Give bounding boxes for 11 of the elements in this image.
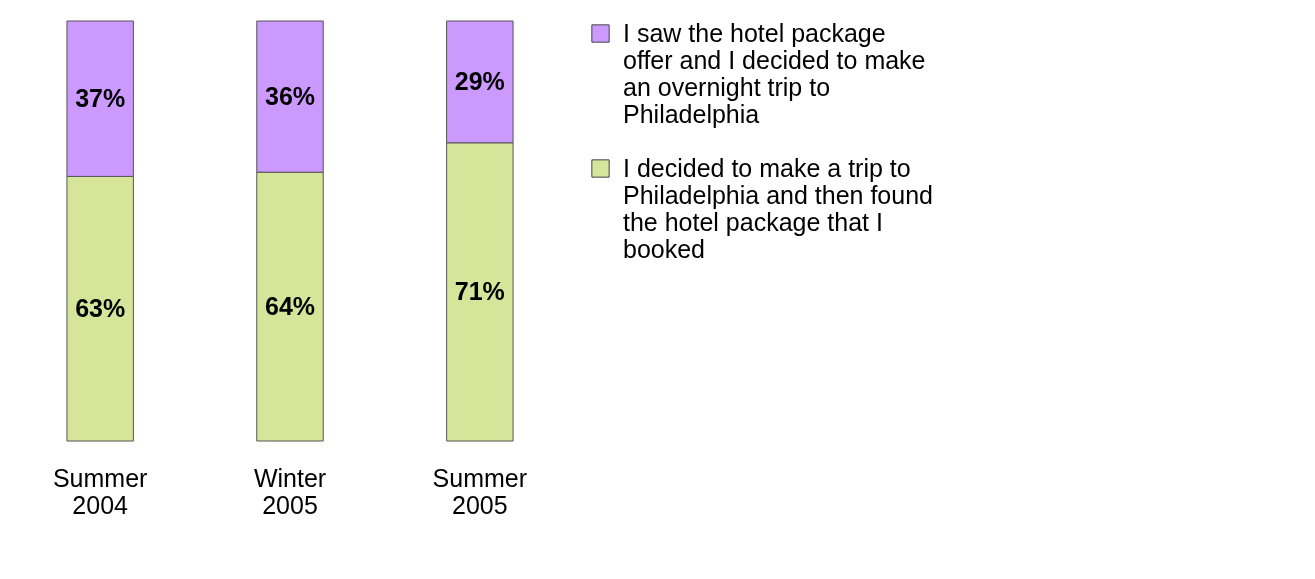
legend-label: I saw the hotel package offer and I decided to make an overnight trip to Philadelphia bbox=[623, 18, 926, 128]
data-label: 63% bbox=[75, 293, 126, 322]
x-tick-label: Summer 2005 bbox=[432, 463, 528, 519]
x-tick-label: Winter 2005 bbox=[253, 463, 327, 519]
data-label: 36% bbox=[264, 81, 316, 110]
data-label: 37% bbox=[75, 83, 126, 112]
data-label: 29% bbox=[454, 66, 505, 95]
legend-label: I decided to make a trip to Philadelphia and then found the hotel package that I booked bbox=[623, 153, 933, 263]
data-label: 64% bbox=[264, 291, 316, 320]
data-label: 71% bbox=[454, 276, 505, 305]
x-tick-label: Summer 2004 bbox=[52, 463, 148, 519]
